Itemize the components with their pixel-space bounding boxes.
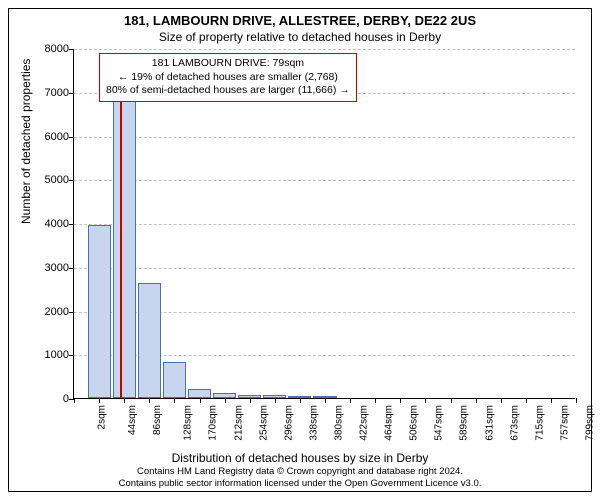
histogram-bar — [188, 389, 211, 398]
xtick-mark — [250, 398, 251, 403]
xtick-label: 44sqm — [127, 405, 138, 435]
xtick-label: 170sqm — [208, 405, 219, 441]
xtick-mark — [476, 398, 477, 403]
ytick-label: 7000 — [25, 87, 69, 99]
xtick-mark — [300, 398, 301, 403]
gridline — [74, 224, 575, 225]
xtick-label: 757sqm — [559, 405, 570, 441]
histogram-bar — [213, 393, 236, 398]
gridline — [74, 49, 575, 50]
histogram-bar — [163, 362, 186, 398]
histogram-bar — [88, 225, 111, 398]
xtick-label: 589sqm — [459, 405, 470, 441]
xtick-mark — [375, 398, 376, 403]
xtick-label: 86sqm — [152, 405, 163, 435]
xtick-label: 338sqm — [308, 405, 319, 441]
xtick-label: 464sqm — [384, 405, 395, 441]
xtick-mark — [200, 398, 201, 403]
ytick-mark — [69, 224, 74, 225]
xtick-label: 799sqm — [584, 405, 595, 441]
xtick-mark — [576, 398, 577, 403]
footer-text: Contains HM Land Registry data © Crown c… — [9, 466, 591, 489]
ytick-label: 5000 — [25, 174, 69, 186]
xtick-mark — [551, 398, 552, 403]
footer-line: Contains HM Land Registry data © Crown c… — [9, 466, 591, 477]
xtick-label: 212sqm — [233, 405, 244, 441]
histogram-bar — [238, 395, 261, 399]
histogram-bar — [138, 283, 161, 398]
x-axis-label: Distribution of detached houses by size … — [9, 451, 591, 465]
ytick-mark — [69, 312, 74, 313]
xtick-mark — [451, 398, 452, 403]
xtick-mark — [526, 398, 527, 403]
annotation-line: 181 LAMBOURN DRIVE: 79sqm — [106, 57, 350, 71]
chart-subtitle: Size of property relative to detached ho… — [9, 30, 591, 44]
xtick-mark — [400, 398, 401, 403]
xtick-label: 422sqm — [359, 405, 370, 441]
xtick-mark — [501, 398, 502, 403]
chart-container: 181, LAMBOURN DRIVE, ALLESTREE, DERBY, D… — [8, 8, 592, 492]
chart-title: 181, LAMBOURN DRIVE, ALLESTREE, DERBY, D… — [9, 13, 591, 28]
gridline — [74, 268, 575, 269]
xtick-mark — [174, 398, 175, 403]
gridline — [74, 180, 575, 181]
ytick-label: 1000 — [25, 349, 69, 361]
histogram-bar — [288, 396, 311, 398]
xtick-label: 547sqm — [434, 405, 445, 441]
histogram-bar — [113, 101, 136, 399]
ytick-mark — [69, 268, 74, 269]
xtick-label: 506sqm — [409, 405, 420, 441]
histogram-bar — [313, 396, 336, 398]
ytick-mark — [69, 137, 74, 138]
xtick-mark — [225, 398, 226, 403]
xtick-label: 128sqm — [183, 405, 194, 441]
property-marker-line — [120, 66, 122, 399]
xtick-mark — [325, 398, 326, 403]
ytick-mark — [69, 180, 74, 181]
ytick-label: 0 — [25, 393, 69, 405]
xtick-label: 2sqm — [96, 405, 107, 429]
xtick-mark — [99, 398, 100, 403]
ytick-label: 8000 — [25, 43, 69, 55]
xtick-mark — [74, 398, 75, 403]
xtick-mark — [275, 398, 276, 403]
xtick-label: 631sqm — [484, 405, 495, 441]
xtick-mark — [124, 398, 125, 403]
histogram-bar — [263, 395, 286, 398]
ytick-mark — [69, 49, 74, 50]
annotation-line: ← 19% of detached houses are smaller (2,… — [106, 71, 350, 85]
ytick-mark — [69, 93, 74, 94]
annotation-line: 80% of semi-detached houses are larger (… — [106, 84, 350, 98]
xtick-label: 715sqm — [534, 405, 545, 441]
ytick-label: 4000 — [25, 218, 69, 230]
gridline — [74, 137, 575, 138]
ytick-label: 3000 — [25, 262, 69, 274]
xtick-label: 254sqm — [258, 405, 269, 441]
ytick-mark — [69, 355, 74, 356]
xtick-label: 296sqm — [283, 405, 294, 441]
annotation-box: 181 LAMBOURN DRIVE: 79sqm ← 19% of detac… — [99, 53, 357, 102]
xtick-label: 380sqm — [333, 405, 344, 441]
ytick-label: 2000 — [25, 306, 69, 318]
ytick-label: 6000 — [25, 131, 69, 143]
xtick-mark — [350, 398, 351, 403]
xtick-mark — [149, 398, 150, 403]
footer-line: Contains public sector information licen… — [9, 478, 591, 489]
xtick-mark — [425, 398, 426, 403]
xtick-label: 673sqm — [509, 405, 520, 441]
